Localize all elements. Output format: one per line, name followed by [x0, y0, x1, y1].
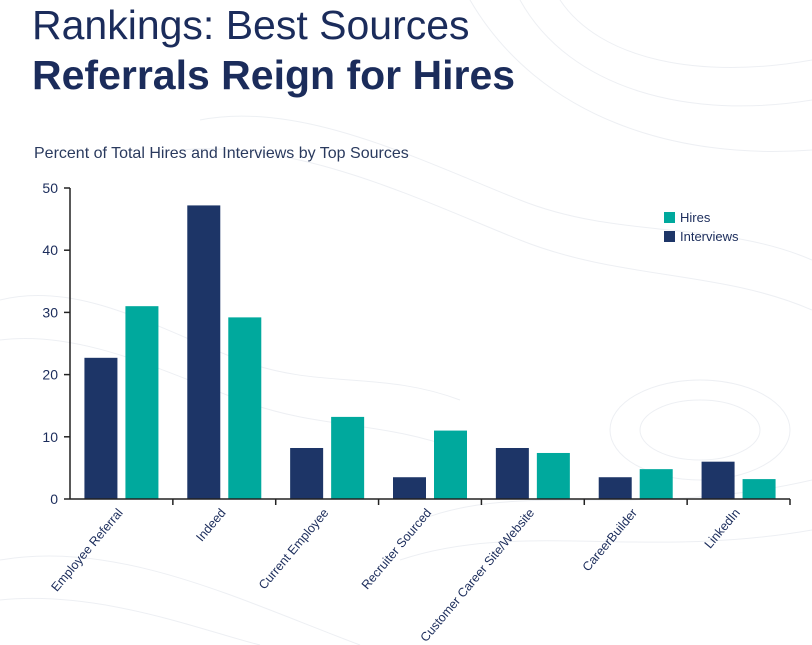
x-tick-label: CareerBuilder — [580, 506, 640, 574]
legend-swatch — [664, 212, 675, 223]
y-tick-label: 50 — [42, 180, 58, 196]
bar-hires — [228, 317, 262, 499]
bar-interviews — [84, 357, 118, 499]
bar-hires — [742, 479, 776, 499]
legend-label: Interviews — [680, 229, 739, 244]
legend-swatch — [664, 231, 675, 242]
x-tick-label: Employee Referral — [48, 506, 125, 594]
chart-title: Percent of Total Hires and Interviews by… — [34, 145, 409, 162]
x-tick-label: Customer Career Site/Website — [418, 506, 538, 645]
y-axis: 0 10 20 30 40 50 — [42, 180, 71, 507]
y-tick-label: 20 — [42, 367, 58, 383]
x-tick-label: Indeed — [193, 506, 228, 544]
y-tick-label: 0 — [50, 491, 58, 507]
page-title: Rankings: Best Sources — [32, 2, 470, 48]
bar-interviews — [393, 477, 426, 499]
y-tick-label: 10 — [42, 429, 58, 445]
bar-hires — [639, 469, 673, 499]
page-headline: Referrals Reign for Hires — [32, 52, 516, 98]
x-tick-label: Recruiter Sourced — [359, 506, 435, 592]
x-axis: Employee Referral Indeed Current Employee R… — [48, 498, 791, 645]
bar-interviews — [495, 447, 529, 499]
bars — [84, 205, 776, 499]
x-tick-label: Current Employee — [256, 506, 332, 592]
bar-interviews — [290, 447, 324, 499]
bar-interviews — [701, 461, 735, 499]
y-tick-label: 30 — [42, 304, 58, 320]
bar-hires — [434, 430, 467, 499]
bar-hires — [125, 306, 159, 499]
legend-label: Hires — [680, 210, 711, 225]
bar-interviews — [187, 205, 221, 499]
y-tick-label: 40 — [42, 242, 58, 258]
x-tick-label: LinkedIn — [702, 506, 743, 551]
bar-hires — [331, 416, 365, 499]
bar-hires — [536, 452, 570, 499]
legend: Hires Interviews — [664, 210, 739, 244]
bar-interviews — [598, 477, 632, 499]
